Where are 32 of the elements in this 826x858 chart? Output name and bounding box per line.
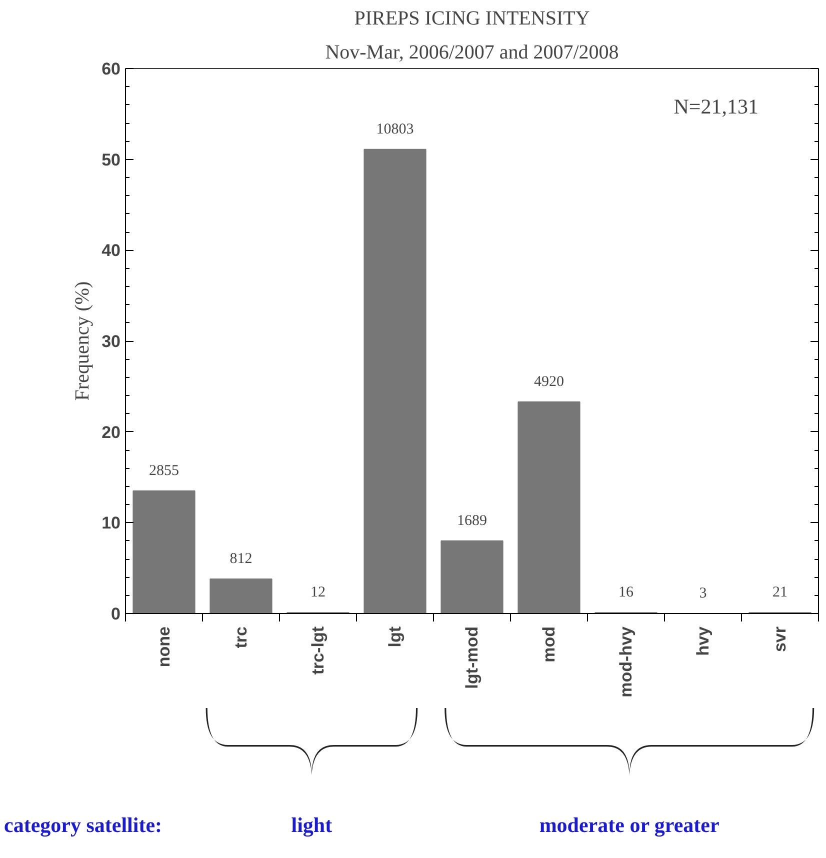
x-tick-label: mod (540, 626, 558, 662)
annotation: 12 (310, 584, 326, 601)
annotation: 21 (772, 584, 788, 601)
text: category satellite: (4, 813, 162, 837)
annotation: 16 (618, 584, 634, 601)
y-tick-label: 0 (111, 604, 121, 624)
annotation: 4920 (534, 374, 564, 390)
annotation: 3 (699, 586, 707, 602)
annotation: 10803 (376, 121, 414, 138)
x-tick-label: none (154, 626, 174, 668)
annotation: 812 (230, 550, 252, 567)
y-tick-label: 10 (102, 514, 121, 533)
x-tick-label: svr (770, 626, 790, 652)
annotation: 1689 (457, 512, 487, 529)
x-tick-label: mod-hvy (616, 626, 636, 698)
x-tick-label: trc (232, 626, 250, 648)
chart-title: PIREPS ICING INTENSITY (354, 8, 590, 30)
y-axis-title: Frequency (%) (72, 281, 94, 401)
text: moderate or greater (539, 813, 720, 837)
text: light (291, 813, 332, 837)
annotation: 2855 (149, 462, 179, 479)
y-tick-label: 30 (102, 332, 121, 351)
y-tick-label: 60 (102, 60, 121, 78)
x-tick-label: lgt-mod (462, 626, 482, 689)
x-tick-label: lgt (386, 626, 404, 648)
y-tick-label: 20 (102, 422, 121, 442)
x-tick-label: trc-lgt (308, 626, 328, 675)
annotation: N=21,131 (674, 94, 759, 118)
y-tick-label: 50 (102, 150, 121, 170)
chart-subtitle: Nov-Mar, 2006/2007 and 2007/2008 (325, 42, 619, 64)
y-tick-label: 40 (102, 241, 121, 260)
x-tick-label: hvy (694, 626, 712, 656)
